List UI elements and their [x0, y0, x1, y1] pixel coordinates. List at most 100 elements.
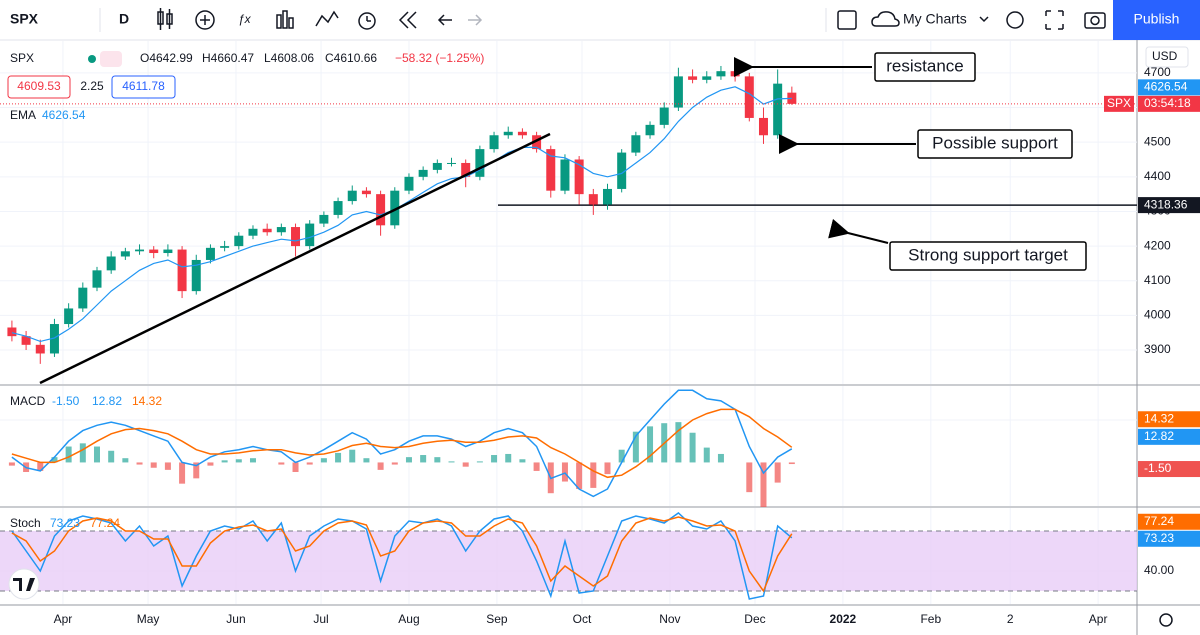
histogram-bar: [746, 462, 753, 493]
candle-body: [177, 249, 187, 292]
stoch-d-line: [11, 516, 793, 593]
currency: USD: [1152, 49, 1178, 63]
candle-body: [688, 76, 698, 80]
candle-body: [432, 162, 442, 170]
histogram-bar: [491, 455, 498, 463]
candle-body: [21, 336, 31, 345]
candle-body: [489, 135, 499, 150]
histogram-bar: [335, 452, 342, 463]
annotation-text: Possible support: [932, 133, 1058, 152]
fullscreen-icon[interactable]: [1045, 10, 1064, 30]
symbol-tag-bg: [1104, 95, 1134, 112]
replay-icon[interactable]: [398, 11, 417, 29]
annotation-box: [917, 129, 1073, 159]
fx-icon[interactable]: ƒx: [238, 12, 252, 26]
candle-body: [546, 149, 556, 191]
symbol-button[interactable]: SPX: [10, 11, 39, 27]
candles-icon[interactable]: [157, 8, 173, 30]
pane-legend-value: 77.24: [90, 516, 120, 530]
histogram-bar: [703, 447, 710, 463]
ema-legend: EMA: [10, 108, 36, 122]
ema-tag-bg: [1138, 79, 1200, 96]
undo-icon[interactable]: [437, 14, 452, 26]
legend-symbol: SPX: [10, 51, 34, 65]
candle-body: [631, 135, 641, 153]
toolbar: SPX D ƒx My Charts Publish: [0, 0, 1200, 41]
x-tick-label: Aug: [398, 612, 419, 626]
dropdown-icon[interactable]: [979, 16, 989, 23]
histogram-bar: [179, 462, 186, 484]
ema-tag: 4626.54: [1144, 80, 1188, 94]
histogram-bar: [405, 457, 412, 463]
candle-body: [262, 228, 272, 233]
settings-icon[interactable]: [1006, 11, 1024, 29]
histogram-bar: [533, 462, 540, 471]
histogram-bar: [505, 453, 512, 463]
histogram-bar: [37, 462, 44, 471]
annotation-text: resistance: [886, 56, 963, 75]
x-tick-label: May: [137, 612, 160, 626]
compare-icon[interactable]: [315, 10, 339, 27]
y-tick-label: 4700: [1144, 65, 1171, 79]
candle-body: [78, 287, 88, 309]
value-tag: -1.50: [1144, 461, 1172, 475]
candle-body: [92, 270, 102, 288]
histogram-bar: [207, 462, 214, 466]
histogram-bar: [363, 458, 370, 463]
pane-legend-value: 73.23: [50, 516, 80, 530]
candle-body: [191, 259, 201, 292]
redo-icon[interactable]: [468, 14, 483, 26]
pane-title: MACD: [10, 394, 46, 408]
layout-icon[interactable]: [837, 10, 857, 30]
histogram-bar: [320, 458, 327, 463]
histogram-bar: [618, 449, 625, 463]
x-tick-label: Dec: [744, 612, 765, 626]
candle-body: [716, 71, 726, 77]
value-tag-bg: [1138, 411, 1200, 428]
publish-label[interactable]: Publish: [1134, 11, 1180, 27]
candle-body: [390, 190, 400, 226]
x-tick-label: Apr: [1089, 612, 1108, 626]
ohlc-value: −58.32 (−1.25%): [395, 51, 484, 65]
candle-body: [503, 131, 513, 136]
alert-icon[interactable]: [358, 12, 376, 30]
histogram-bar: [306, 462, 313, 465]
buy-price: 4611.78: [122, 79, 165, 93]
ema-legend-value: 4626.54: [42, 108, 86, 122]
x-tick-label: Jun: [226, 612, 245, 626]
candle-body: [248, 228, 258, 236]
candle-body: [532, 135, 542, 150]
cloud-icon[interactable]: [871, 11, 900, 27]
x-tick-label: Apr: [54, 612, 73, 626]
histogram-bar: [788, 462, 795, 465]
candle-body: [291, 227, 301, 247]
candle-body: [376, 194, 386, 226]
pane-legend-value: 12.82: [92, 394, 122, 408]
axis-settings-icon[interactable]: [1159, 613, 1173, 627]
histogram-bar: [193, 462, 200, 479]
y-tick-label: 40.00: [1144, 563, 1174, 577]
histogram-bar: [675, 422, 682, 463]
candle-body: [319, 214, 329, 224]
histogram-bar: [604, 462, 611, 475]
candle-body: [276, 227, 286, 233]
candle-body: [120, 251, 130, 257]
publish-button[interactable]: [1113, 0, 1200, 40]
interval-button[interactable]: D: [119, 11, 129, 27]
snapshot-icon[interactable]: [1084, 12, 1106, 29]
annotation-text: Strong support target: [908, 245, 1068, 264]
candle-body: [461, 162, 471, 177]
y-tick-label: 3900: [1144, 342, 1171, 356]
candle-body: [659, 107, 669, 125]
plot-area: [0, 41, 1137, 604]
candle-body: [135, 249, 145, 252]
histogram-bar: [79, 443, 86, 463]
y-tick-label: 4000: [1144, 308, 1171, 322]
candle-body: [758, 117, 768, 136]
templates-icon[interactable]: [276, 10, 294, 29]
histogram-bar: [717, 453, 724, 463]
my-charts-button[interactable]: My Charts: [903, 11, 967, 27]
indicators-icon[interactable]: [195, 10, 215, 30]
histogram-bar: [150, 462, 157, 468]
